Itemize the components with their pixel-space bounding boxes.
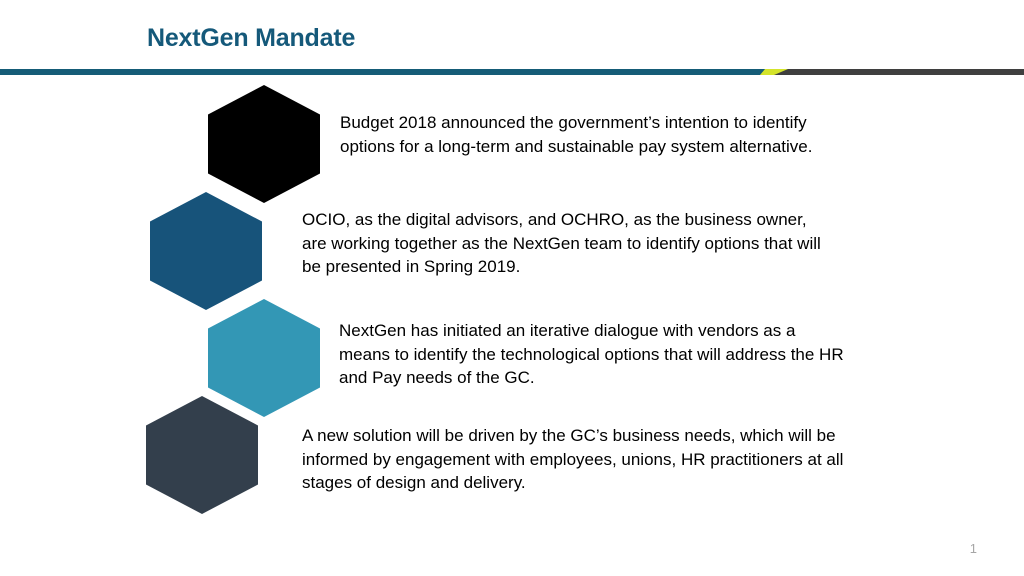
bullet-text-1: Budget 2018 announced the government’s i… <box>340 113 813 156</box>
hexagon-icon-1 <box>208 85 320 203</box>
bullet-text-3: NextGen has initiated an iterative dialo… <box>339 321 844 387</box>
hexagon-icon-4 <box>146 396 258 514</box>
divider-accent-wedge-icon <box>760 69 796 75</box>
divider-dark-wedge-icon <box>774 69 792 75</box>
page-number: 1 <box>969 541 977 556</box>
bullet-text-4: A new solution will be driven by the GC’… <box>302 426 844 492</box>
header-divider-bar <box>0 69 1024 75</box>
hexagon-icon-2 <box>150 192 262 310</box>
divider-teal-segment <box>0 69 768 75</box>
divider-dark-segment <box>788 69 1024 75</box>
hexagon-icon-3 <box>208 299 320 417</box>
bullet-text-2: OCIO, as the digital advisors, and OCHRO… <box>302 210 821 276</box>
page-title: NextGen Mandate <box>147 24 356 52</box>
